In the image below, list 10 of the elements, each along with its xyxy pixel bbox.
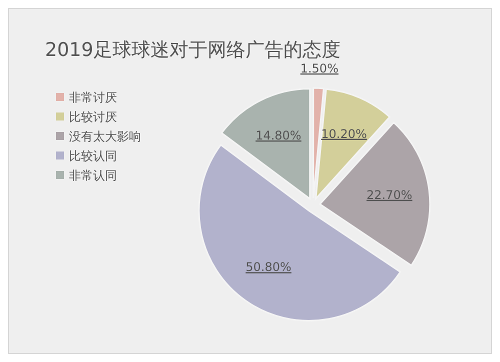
legend-label: 比较讨厌 bbox=[69, 110, 117, 124]
legend-label: 非常讨厌 bbox=[69, 90, 117, 104]
legend-label: 没有太大影响 bbox=[69, 129, 141, 144]
data-label: 14.80% bbox=[256, 128, 302, 142]
legend-label: 比较认同 bbox=[69, 148, 117, 163]
data-label: 50.80% bbox=[246, 260, 292, 274]
data-label: 1.50% bbox=[300, 61, 338, 76]
legend-label: 非常认同 bbox=[69, 168, 117, 182]
data-label: 22.70% bbox=[366, 188, 412, 202]
chart-title: 2019足球球迷对于网络广告的态度 bbox=[45, 39, 340, 61]
